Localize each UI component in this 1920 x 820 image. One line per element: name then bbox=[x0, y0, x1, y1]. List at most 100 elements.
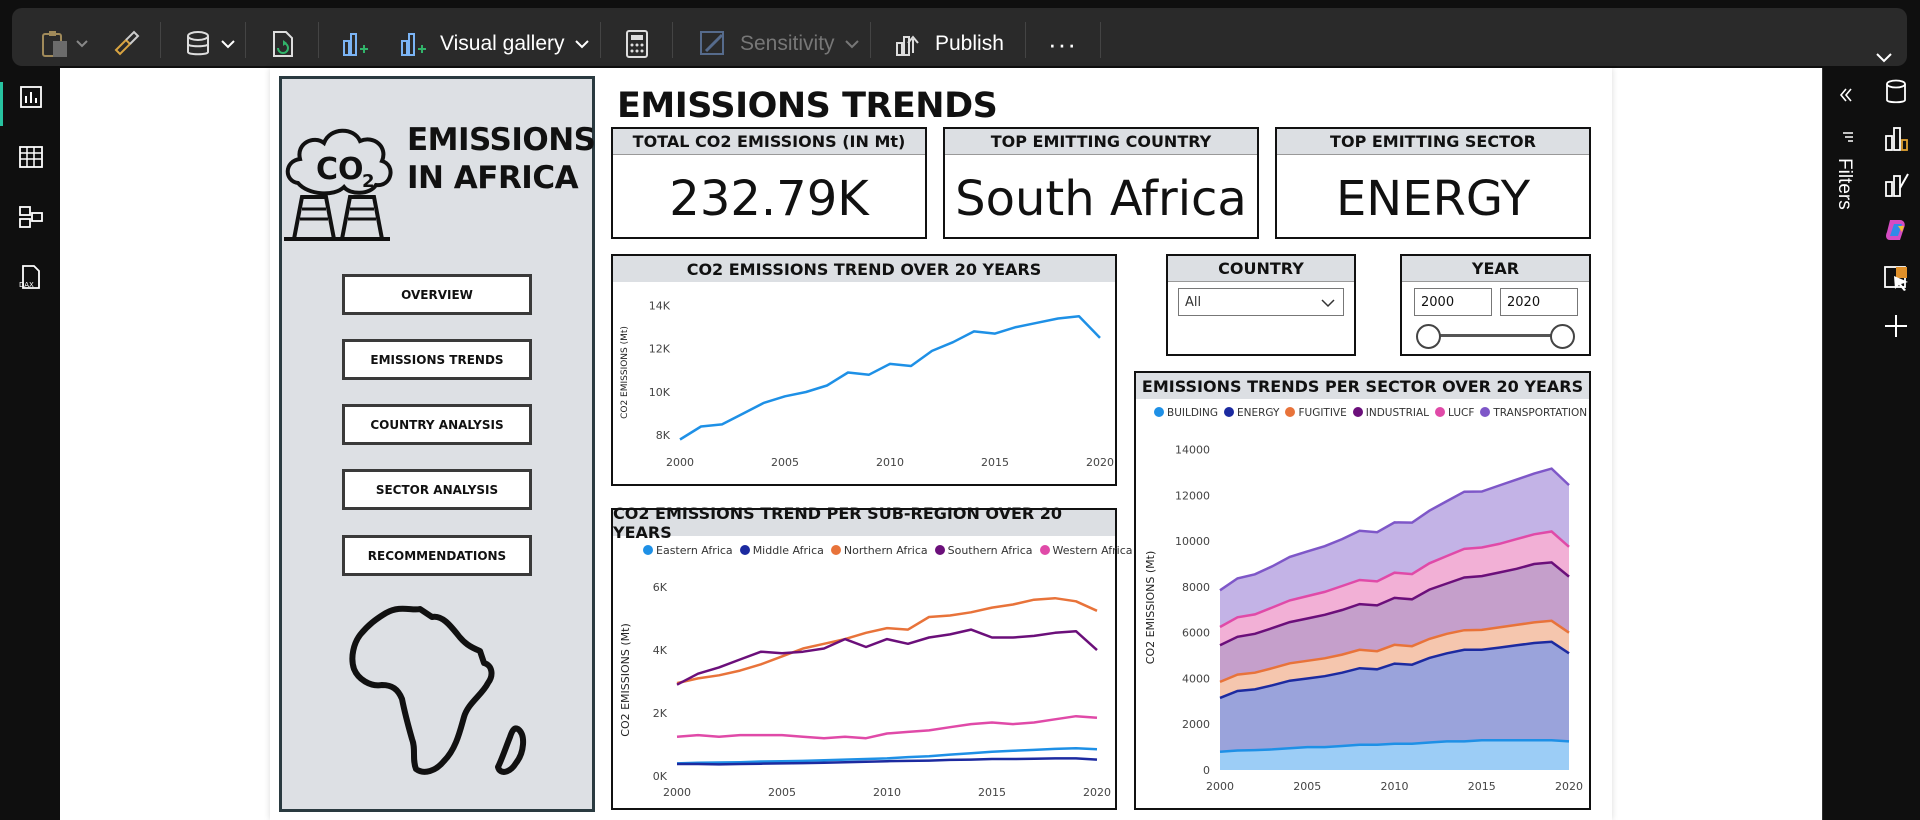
sector-chart: 0 2000 4000 6000 8000 10000 12000 14000 2000 2005… bbox=[1144, 444, 1583, 793]
visual-gallery-label: Visual gallery bbox=[440, 32, 565, 55]
nav-overview-button[interactable]: OVERVIEW bbox=[342, 274, 532, 315]
format-pane-icon[interactable] bbox=[1882, 170, 1910, 198]
chart-legend: BUILDING ENERGY FUGITIVE INDUSTRIAL LUCF TRAN… bbox=[1154, 407, 1587, 419]
line-lucf[interactable] bbox=[1219, 530, 1570, 629]
line-northern-africa[interactable] bbox=[676, 596, 1098, 685]
legend-label: Southern Africa bbox=[947, 544, 1033, 557]
legend-item[interactable]: Western Africa bbox=[1039, 544, 1133, 557]
area-industrial[interactable] bbox=[1220, 562, 1569, 682]
calculator-button[interactable] bbox=[624, 24, 650, 64]
y-axis-label: CO2 EMISSIONS (Mt) bbox=[1144, 551, 1157, 664]
trend-chart-card[interactable]: CO2 EMISSIONS TREND OVER 20 YEARS 8K 10K 1… bbox=[611, 254, 1117, 486]
legend-item[interactable]: FUGITIVE bbox=[1285, 407, 1347, 419]
chevron-down-icon bbox=[1876, 53, 1892, 63]
legend-dot bbox=[934, 545, 945, 555]
legend-item[interactable]: TRANSPORTATION bbox=[1480, 407, 1587, 419]
nav-recommendations-button[interactable]: RECOMMENDATIONS bbox=[342, 535, 532, 576]
paste-button[interactable] bbox=[40, 24, 88, 64]
year-to-input[interactable]: 2020 bbox=[1500, 288, 1578, 316]
report-page: CO 2 EMISSIONS IN AFRICA OVERVIEW EMISSI… bbox=[270, 68, 1612, 820]
format-painter-button[interactable] bbox=[112, 24, 140, 64]
ribbon-separator bbox=[160, 22, 161, 58]
line-total[interactable] bbox=[679, 315, 1101, 441]
year-slider-track[interactable] bbox=[1428, 334, 1562, 337]
year-slider-end-handle[interactable] bbox=[1550, 324, 1575, 349]
legend-dot bbox=[643, 545, 653, 555]
legend-item[interactable]: INDUSTRIAL bbox=[1352, 407, 1429, 419]
area-energy[interactable] bbox=[1220, 641, 1569, 752]
x-tick-label: 2005 bbox=[771, 456, 799, 469]
report-view-icon[interactable] bbox=[18, 84, 44, 110]
line-western-africa[interactable] bbox=[676, 714, 1098, 740]
line-industrial[interactable] bbox=[1219, 561, 1570, 647]
filters-label[interactable]: Filters bbox=[1834, 158, 1855, 210]
legend-label: LUCF bbox=[1448, 407, 1475, 419]
more-options-button[interactable]: ··· bbox=[1048, 24, 1077, 64]
legend-item[interactable]: BUILDING bbox=[1154, 407, 1218, 419]
kpi-label: TOTAL CO2 EMISSIONS (IN Mt) bbox=[613, 129, 925, 155]
x-tick-label: 2020 bbox=[1083, 786, 1111, 799]
x-tick-label: 2015 bbox=[1468, 780, 1496, 793]
collapse-ribbon-button[interactable] bbox=[1876, 38, 1892, 78]
svg-text:2: 2 bbox=[362, 171, 375, 192]
line-transportation[interactable] bbox=[1219, 467, 1570, 592]
legend-item[interactable]: LUCF bbox=[1435, 407, 1474, 419]
ribbon-separator bbox=[318, 22, 319, 58]
legend-item[interactable]: ENERGY bbox=[1224, 407, 1279, 419]
publish-button[interactable]: Publish bbox=[893, 24, 1004, 64]
subregion-chart-card[interactable]: CO2 EMISSIONS TREND PER SUB-REGION OVER … bbox=[611, 504, 1133, 810]
legend-item[interactable]: Southern Africa bbox=[934, 544, 1033, 557]
legend-item[interactable]: Northern Africa bbox=[830, 544, 928, 557]
new-visual-button[interactable] bbox=[340, 24, 370, 64]
line-fugitive[interactable] bbox=[1219, 619, 1570, 684]
collapse-filters-icon[interactable] bbox=[1839, 88, 1853, 102]
legend-dot bbox=[739, 545, 750, 555]
get-data-button[interactable] bbox=[185, 24, 235, 64]
year-slider-start-handle[interactable] bbox=[1416, 324, 1441, 349]
database-icon bbox=[187, 31, 209, 56]
area-lucf[interactable] bbox=[1220, 531, 1569, 646]
refresh-button[interactable] bbox=[268, 24, 298, 64]
nav-sector-analysis-button[interactable]: SECTOR ANALYSIS bbox=[342, 469, 532, 510]
y-tick-label: 4K bbox=[653, 644, 668, 657]
co2-factory-icon: CO 2 bbox=[284, 128, 393, 241]
year-slicer: YEAR 2000 2020 bbox=[1400, 254, 1591, 356]
svg-text:CO: CO bbox=[316, 152, 364, 187]
legend-item[interactable]: Eastern Africa bbox=[643, 544, 733, 557]
year-from-input[interactable]: 2000 bbox=[1414, 288, 1492, 316]
data-pane-icon[interactable] bbox=[1882, 78, 1910, 106]
kpi-card-total-emissions[interactable]: TOTAL CO2 EMISSIONS (IN Mt) 232.79K bbox=[611, 127, 927, 239]
model-view-icon[interactable] bbox=[18, 204, 44, 230]
x-tick-label: 2015 bbox=[978, 786, 1006, 799]
copilot-icon[interactable] bbox=[1882, 216, 1910, 244]
visual-gallery-button[interactable]: Visual gallery bbox=[398, 24, 589, 64]
sector-chart-card[interactable]: EMISSIONS TRENDS PER SECTOR OVER 20 YEAR… bbox=[1134, 371, 1591, 810]
table-view-icon[interactable] bbox=[18, 144, 44, 170]
dax-query-icon[interactable]: DAX bbox=[18, 264, 44, 290]
add-pane-icon[interactable] bbox=[1882, 312, 1910, 340]
line-building[interactable] bbox=[1219, 738, 1570, 753]
kpi-card-top-sector[interactable]: TOP EMITTING SECTOR ENERGY bbox=[1275, 127, 1591, 239]
kpi-label: TOP EMITTING SECTOR bbox=[1277, 129, 1589, 155]
area-transportation[interactable] bbox=[1220, 468, 1569, 627]
x-tick-label: 2005 bbox=[768, 786, 796, 799]
line-eastern-africa[interactable] bbox=[676, 747, 1098, 765]
country-dropdown[interactable]: All bbox=[1178, 288, 1344, 316]
legend-label: TRANSPORTATION bbox=[1493, 407, 1588, 419]
selection-pane-icon[interactable] bbox=[1882, 264, 1910, 292]
chevron-down-icon bbox=[574, 39, 589, 48]
area-fugitive[interactable] bbox=[1220, 620, 1569, 698]
line-energy[interactable] bbox=[1219, 640, 1570, 700]
x-tick-label: 2000 bbox=[663, 786, 691, 799]
kpi-card-top-country[interactable]: TOP EMITTING COUNTRY South Africa bbox=[943, 127, 1259, 239]
legend-item[interactable]: Middle Africa bbox=[739, 544, 824, 557]
line-middle-africa[interactable] bbox=[677, 757, 1098, 766]
calculator-icon bbox=[626, 30, 648, 58]
ribbon-separator bbox=[600, 22, 601, 58]
nav-country-analysis-button[interactable]: COUNTRY ANALYSIS bbox=[342, 404, 532, 445]
line-southern-africa[interactable] bbox=[676, 628, 1098, 686]
nav-emissions-trends-button[interactable]: EMISSIONS TRENDS bbox=[342, 339, 532, 380]
visualizations-pane-icon[interactable] bbox=[1882, 124, 1910, 152]
legend-label: Eastern Africa bbox=[656, 544, 733, 557]
sensitivity-button[interactable]: Sensitivity bbox=[698, 24, 859, 64]
